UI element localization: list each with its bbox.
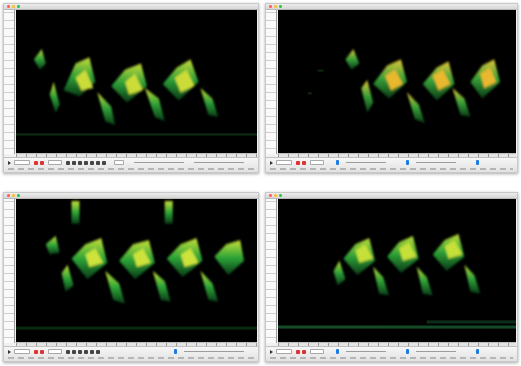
tool-button[interactable]: [96, 161, 100, 165]
gain-field[interactable]: [310, 160, 324, 165]
minimize-icon[interactable]: [274, 194, 277, 197]
contrast-slider[interactable]: [194, 162, 244, 163]
time-field[interactable]: [276, 349, 292, 354]
zoom-slider[interactable]: [134, 162, 184, 163]
tool-button[interactable]: [78, 350, 82, 354]
record-icon[interactable]: [34, 161, 38, 165]
close-icon[interactable]: [269, 194, 272, 197]
close-icon[interactable]: [7, 194, 10, 197]
time-ruler[interactable]: [16, 153, 257, 158]
spectrogram-window-bottom-right: [265, 192, 518, 362]
window-title: [55, 4, 207, 9]
tool-button[interactable]: [96, 350, 100, 354]
spectrogram-window-bottom-left: [3, 192, 259, 362]
time-ruler[interactable]: [278, 342, 516, 347]
spectrogram-view[interactable]: [278, 10, 516, 154]
maximize-icon[interactable]: [17, 194, 20, 197]
time-ruler[interactable]: [16, 342, 257, 347]
contrast-slider[interactable]: [416, 351, 456, 352]
record-icon[interactable]: [302, 161, 306, 165]
time-ruler[interactable]: [278, 153, 516, 158]
zoom-slider[interactable]: [346, 351, 386, 352]
window-titlebar[interactable]: [4, 4, 258, 10]
record-icon[interactable]: [34, 350, 38, 354]
window-title: [316, 4, 467, 9]
toolbar-labels: [270, 357, 513, 359]
toolbar-labels: [8, 357, 254, 359]
window-titlebar[interactable]: [266, 193, 517, 199]
record-icon[interactable]: [40, 350, 44, 354]
minimize-icon[interactable]: [12, 194, 15, 197]
record-icon[interactable]: [40, 161, 44, 165]
window-title: [55, 193, 207, 198]
tool-button[interactable]: [66, 161, 70, 165]
minimize-icon[interactable]: [274, 5, 277, 8]
option-field[interactable]: [114, 160, 124, 165]
slider-knob[interactable]: [336, 349, 339, 354]
maximize-icon[interactable]: [279, 194, 282, 197]
maximize-icon[interactable]: [17, 5, 20, 8]
frequency-axis: [266, 10, 277, 154]
tool-button[interactable]: [72, 350, 76, 354]
spectrogram-image: [16, 201, 257, 330]
slider-knob[interactable]: [336, 160, 339, 165]
spectrogram-image: [16, 49, 257, 136]
slider-knob[interactable]: [174, 349, 177, 354]
time-field[interactable]: [14, 160, 30, 165]
window-titlebar[interactable]: [266, 4, 517, 10]
maximize-icon[interactable]: [279, 5, 282, 8]
frequency-axis: [4, 10, 15, 154]
slider-knob[interactable]: [476, 349, 479, 354]
frequency-axis: [4, 199, 15, 343]
play-icon[interactable]: [8, 350, 11, 354]
minimize-icon[interactable]: [12, 5, 15, 8]
tool-button[interactable]: [84, 161, 88, 165]
record-icon[interactable]: [296, 350, 300, 354]
gain-field[interactable]: [48, 349, 62, 354]
spectrogram-view[interactable]: [278, 199, 516, 343]
window-titlebar[interactable]: [4, 193, 258, 199]
toolbar-labels: [8, 168, 254, 170]
slider-knob[interactable]: [476, 160, 479, 165]
slider-knob[interactable]: [406, 160, 409, 165]
spectrogram-view[interactable]: [16, 199, 257, 343]
tool-button[interactable]: [102, 161, 106, 165]
slider-knob[interactable]: [406, 349, 409, 354]
play-icon[interactable]: [270, 350, 273, 354]
tool-button[interactable]: [84, 350, 88, 354]
spectrogram-image: [278, 233, 516, 329]
record-icon[interactable]: [296, 161, 300, 165]
tool-button[interactable]: [66, 350, 70, 354]
playback-toolbar: [4, 157, 258, 172]
spectrogram-view[interactable]: [16, 10, 257, 154]
record-icon[interactable]: [302, 350, 306, 354]
playback-toolbar: [4, 346, 258, 361]
tool-button[interactable]: [90, 350, 94, 354]
spectrogram-window-top-right: [265, 3, 518, 173]
play-icon[interactable]: [270, 161, 273, 165]
window-title: [316, 193, 467, 198]
zoom-slider[interactable]: [184, 351, 244, 352]
tool-button[interactable]: [72, 161, 76, 165]
playback-toolbar: [266, 157, 517, 172]
contrast-slider[interactable]: [416, 162, 456, 163]
gain-field[interactable]: [310, 349, 324, 354]
play-icon[interactable]: [8, 161, 11, 165]
time-field[interactable]: [276, 160, 292, 165]
gain-field[interactable]: [48, 160, 62, 165]
toolbar-labels: [270, 168, 513, 170]
spectrogram-image: [307, 49, 501, 124]
tool-button[interactable]: [90, 161, 94, 165]
playback-toolbar: [266, 346, 517, 361]
spectrogram-window-top-left: [3, 3, 259, 173]
close-icon[interactable]: [7, 5, 10, 8]
time-field[interactable]: [14, 349, 30, 354]
close-icon[interactable]: [269, 5, 272, 8]
tool-button[interactable]: [78, 161, 82, 165]
frequency-axis: [266, 199, 277, 343]
zoom-slider[interactable]: [346, 162, 386, 163]
